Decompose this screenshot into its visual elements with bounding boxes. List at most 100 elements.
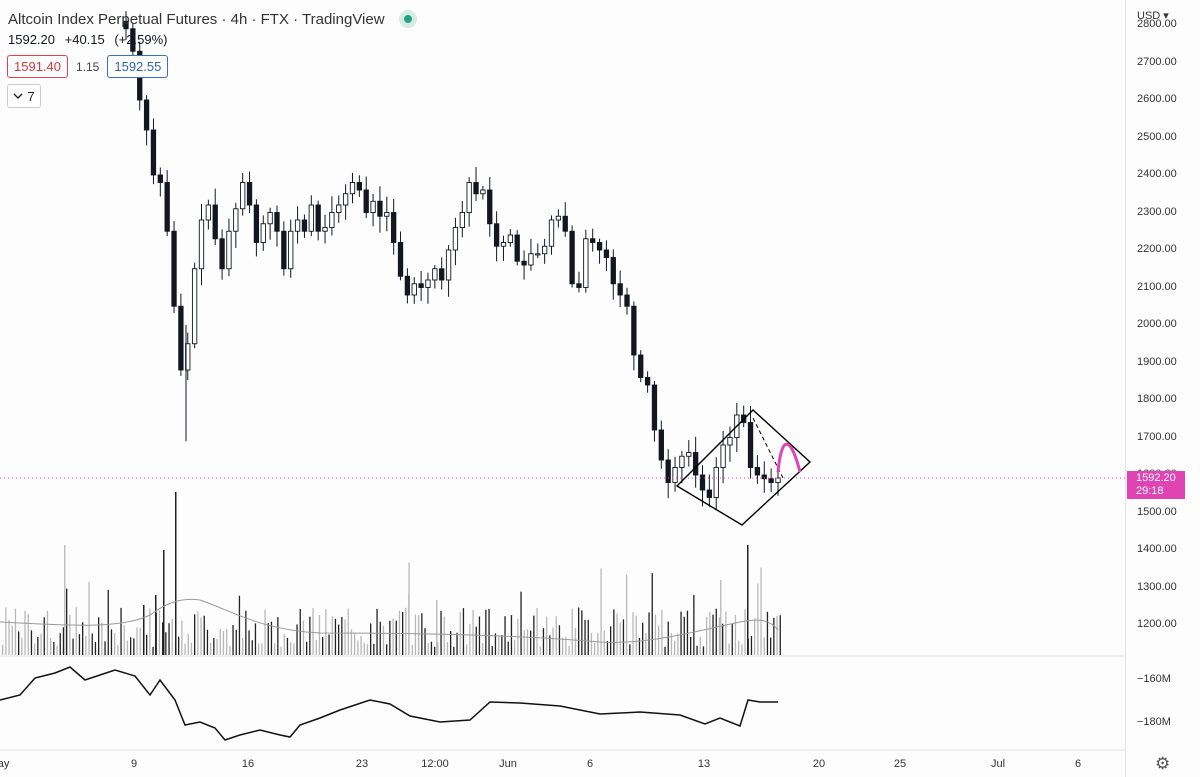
price-tick: 1800.00 — [1137, 393, 1177, 405]
time-tick: 6 — [1074, 758, 1082, 770]
volume-bar — [453, 646, 455, 655]
volume-bar — [5, 607, 7, 655]
volume-bar — [178, 636, 180, 655]
volume-bar — [354, 632, 356, 655]
indicator-line — [0, 666, 778, 741]
volume-bar — [536, 608, 538, 655]
volume-bar — [587, 619, 589, 655]
volume-bar — [754, 618, 756, 655]
candle-body — [322, 227, 328, 232]
candle-body — [267, 212, 273, 225]
candle-body — [191, 268, 198, 345]
volume-bar — [222, 631, 225, 655]
volume-bar — [162, 622, 164, 655]
volume-bar — [436, 600, 438, 655]
volume-bar — [334, 618, 337, 655]
chevron-down-icon — [13, 93, 23, 99]
volume-bar — [571, 608, 573, 655]
volume-bar — [622, 619, 625, 655]
candle-body — [521, 260, 527, 266]
candle-body — [294, 219, 301, 232]
volume-bar — [718, 617, 721, 655]
volume-bar — [341, 616, 343, 655]
volume-bar — [747, 545, 749, 655]
volume-bar — [664, 646, 666, 655]
volume-bar — [616, 613, 618, 655]
price-tick: 2800.00 — [1137, 18, 1177, 30]
volume-bar — [766, 611, 769, 655]
volume-bar — [280, 646, 282, 655]
candle-body — [240, 182, 246, 210]
volume-bar — [638, 637, 641, 655]
candle-body — [377, 200, 383, 217]
time-tick: 25 — [893, 758, 907, 770]
settings-gear-icon[interactable]: ⚙ — [1155, 754, 1171, 773]
candle-body — [713, 467, 719, 498]
price-tick: 2000.00 — [1137, 318, 1177, 330]
candle-body — [260, 223, 266, 243]
price-change-percent: (+2.59%) — [114, 32, 168, 47]
volume-bar — [389, 620, 391, 655]
volume-bar — [731, 623, 733, 655]
time-tick: 16 — [241, 758, 255, 770]
volume-bar — [216, 638, 218, 655]
indicators-toggle-button[interactable]: 7 — [7, 84, 41, 108]
volume-bar — [143, 605, 145, 655]
currency-selector[interactable]: USD ▾ — [1137, 10, 1169, 22]
candle-body — [466, 182, 472, 213]
volume-bar — [757, 583, 759, 655]
volume-bar — [760, 567, 762, 655]
volume-bar — [386, 644, 388, 655]
volume-bar — [530, 630, 532, 655]
volume-bar — [680, 611, 682, 655]
price-chart[interactable] — [0, 0, 1125, 777]
volume-bar — [370, 623, 372, 655]
volume-bar — [75, 606, 77, 655]
volume-bar — [411, 644, 413, 655]
volume-bar — [104, 641, 106, 655]
candle-body — [459, 212, 465, 228]
volume-bar — [331, 616, 333, 655]
candle-body — [425, 279, 431, 288]
projection-arc — [776, 442, 802, 473]
volume-bar — [149, 608, 151, 655]
candle-body — [288, 230, 294, 270]
volume-bar — [338, 624, 340, 655]
volume-bar — [418, 615, 420, 655]
volume-bar — [11, 625, 13, 655]
candle-body — [370, 200, 376, 213]
volume-bar — [629, 644, 631, 655]
volume-bar — [693, 595, 695, 655]
volume-bar — [462, 608, 465, 655]
candle-body — [569, 230, 575, 285]
candle-body — [212, 204, 218, 240]
volume-bar — [254, 623, 257, 655]
volume-bar — [168, 623, 170, 655]
candle-body — [596, 242, 603, 251]
volume-bar — [37, 636, 39, 655]
candle-body — [528, 253, 534, 266]
volume-bar — [203, 615, 205, 655]
volume-bar — [283, 634, 285, 655]
volume-bar — [552, 627, 554, 655]
volume-bar — [194, 614, 196, 655]
candle-body — [507, 234, 513, 243]
volume-bar — [290, 642, 292, 655]
buy-button[interactable]: 1592.55 — [107, 55, 169, 78]
volume-bar — [562, 637, 564, 655]
volume-bar — [469, 623, 471, 655]
candle-body — [253, 204, 260, 243]
volume-bar — [232, 625, 234, 655]
sell-button[interactable]: 1591.40 — [7, 55, 68, 78]
candle-body — [473, 182, 479, 195]
price-axis[interactable] — [1125, 0, 1200, 777]
volume-bar — [136, 627, 138, 655]
market-status-icon[interactable] — [398, 10, 417, 28]
volume-bar — [507, 641, 509, 655]
volume-bar — [606, 641, 609, 655]
legend-price-row: 1592.20 +40.15 (+2.59%) — [8, 32, 417, 47]
volume-bar — [549, 635, 551, 655]
volume-bar — [600, 568, 602, 655]
volume-bar — [376, 608, 378, 655]
candle-body — [487, 189, 493, 225]
